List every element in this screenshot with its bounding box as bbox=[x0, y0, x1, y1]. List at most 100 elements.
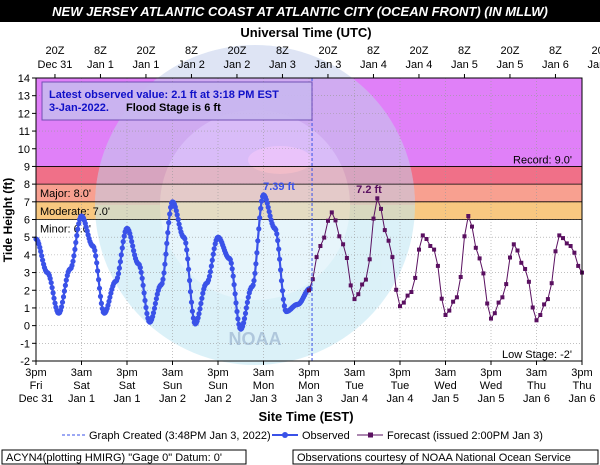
observed-point bbox=[189, 308, 195, 314]
observed-point bbox=[97, 293, 104, 299]
bottom-tick-date: Jan 5 bbox=[432, 393, 459, 405]
bottom-tick-day: Sun bbox=[208, 380, 228, 392]
top-tick-date: Dec 31 bbox=[38, 59, 73, 71]
observed-point bbox=[98, 300, 104, 306]
observed-point bbox=[50, 290, 56, 296]
top-tick-date: Jan 2 bbox=[178, 59, 205, 71]
forecast-point bbox=[451, 299, 456, 304]
observed-point bbox=[259, 198, 265, 204]
observed-point bbox=[59, 299, 66, 305]
observed-point bbox=[256, 226, 262, 232]
forecast-point bbox=[409, 290, 414, 294]
forecast-point bbox=[561, 236, 565, 241]
bottom-tick-date: Dec 31 bbox=[19, 393, 54, 405]
low-label: Low Stage: -2' bbox=[502, 349, 572, 361]
minor-label: Minor: 6.0' bbox=[40, 224, 91, 236]
observed-point bbox=[241, 320, 247, 326]
forecast-point bbox=[333, 218, 338, 223]
observed-point bbox=[197, 306, 203, 312]
observed-point bbox=[160, 276, 166, 282]
top-tick-label: 8Z bbox=[549, 45, 562, 57]
observed-point bbox=[265, 204, 271, 210]
info-box-bg bbox=[41, 81, 313, 121]
bottom-tick-date: Jan 1 bbox=[68, 393, 95, 405]
forecast-peak-label: 7.2 ft bbox=[356, 184, 382, 196]
chart-title: NEW JERSEY ATLANTIC COAST AT ATLANTIC CI… bbox=[52, 4, 548, 19]
observed-point bbox=[277, 256, 283, 262]
forecast-point bbox=[363, 277, 368, 282]
observed-point bbox=[61, 288, 67, 294]
top-tick-label: 20Z bbox=[318, 45, 337, 57]
bottom-tick-date: Jan 2 bbox=[205, 393, 232, 405]
forecast-point bbox=[443, 313, 448, 317]
observed-point bbox=[152, 300, 158, 307]
observed-point bbox=[74, 233, 80, 239]
observed-point bbox=[95, 268, 101, 274]
observed-point bbox=[195, 315, 201, 321]
forecast-point bbox=[492, 311, 497, 316]
forecast-point bbox=[526, 279, 531, 284]
observed-point bbox=[253, 261, 259, 267]
y-tick-label: 7 bbox=[24, 197, 30, 209]
forecast-point bbox=[530, 305, 535, 310]
forecast-point bbox=[454, 295, 459, 300]
forecast-point bbox=[413, 275, 418, 280]
observed-point bbox=[129, 238, 135, 245]
observed-point bbox=[234, 308, 240, 315]
observed-point bbox=[153, 296, 159, 302]
top-tick-date: Jan 5 bbox=[451, 59, 478, 71]
forecast-point bbox=[390, 255, 395, 260]
forecast-point bbox=[538, 313, 543, 317]
forecast-point bbox=[500, 295, 505, 300]
observed-point bbox=[281, 303, 287, 309]
bottom-tick-day: Wed bbox=[480, 380, 502, 392]
observed-point bbox=[72, 246, 78, 252]
bottom-tick-time: 3am bbox=[71, 367, 92, 379]
observed-point bbox=[231, 282, 237, 288]
observed-point bbox=[121, 233, 127, 239]
observed-point bbox=[107, 294, 113, 300]
observed-point bbox=[187, 289, 194, 295]
forecast-point bbox=[519, 260, 524, 265]
forecast-point bbox=[348, 283, 353, 288]
bottom-tick-day: Mon bbox=[253, 380, 274, 392]
observed-point bbox=[115, 271, 122, 277]
bottom-tick-date: Jan 5 bbox=[478, 393, 505, 405]
observed-point bbox=[267, 213, 273, 219]
top-tick-label: 20Z bbox=[227, 45, 246, 57]
top-tick-label: 20Z bbox=[45, 45, 64, 57]
observed-point bbox=[40, 257, 46, 263]
footer-right-box bbox=[292, 449, 599, 465]
y-tick-label: 3 bbox=[24, 268, 30, 280]
top-tick-date: Jan 1 bbox=[87, 59, 114, 71]
observed-point bbox=[276, 246, 282, 252]
observed-point bbox=[70, 258, 76, 264]
y-tick-label: 9 bbox=[24, 161, 30, 173]
bottom-tick-time: 3am bbox=[344, 367, 365, 379]
observed-point bbox=[186, 266, 192, 272]
observed-point bbox=[76, 221, 82, 227]
observed-point bbox=[48, 280, 54, 286]
observed-point bbox=[93, 253, 99, 259]
bottom-tick-time: 3pm bbox=[298, 367, 319, 379]
observed-point bbox=[37, 244, 43, 250]
observed-point bbox=[167, 211, 173, 217]
observed-point bbox=[39, 253, 45, 259]
observed-point bbox=[105, 302, 111, 308]
forecast-point bbox=[360, 282, 365, 287]
y-tick-label: 2 bbox=[24, 285, 30, 297]
top-tick-label: 20Z bbox=[409, 45, 428, 57]
observed-point bbox=[139, 275, 145, 281]
observed-point bbox=[228, 260, 234, 266]
observed-point bbox=[106, 298, 112, 304]
observed-point bbox=[164, 240, 170, 246]
bottom-tick-day: Tue bbox=[345, 380, 364, 392]
observed-point bbox=[96, 285, 103, 291]
observed-point bbox=[144, 310, 150, 317]
forecast-point bbox=[545, 297, 550, 302]
observed-point bbox=[244, 299, 250, 305]
forecast-point bbox=[386, 238, 391, 243]
y-tick-label: 10 bbox=[18, 144, 30, 156]
